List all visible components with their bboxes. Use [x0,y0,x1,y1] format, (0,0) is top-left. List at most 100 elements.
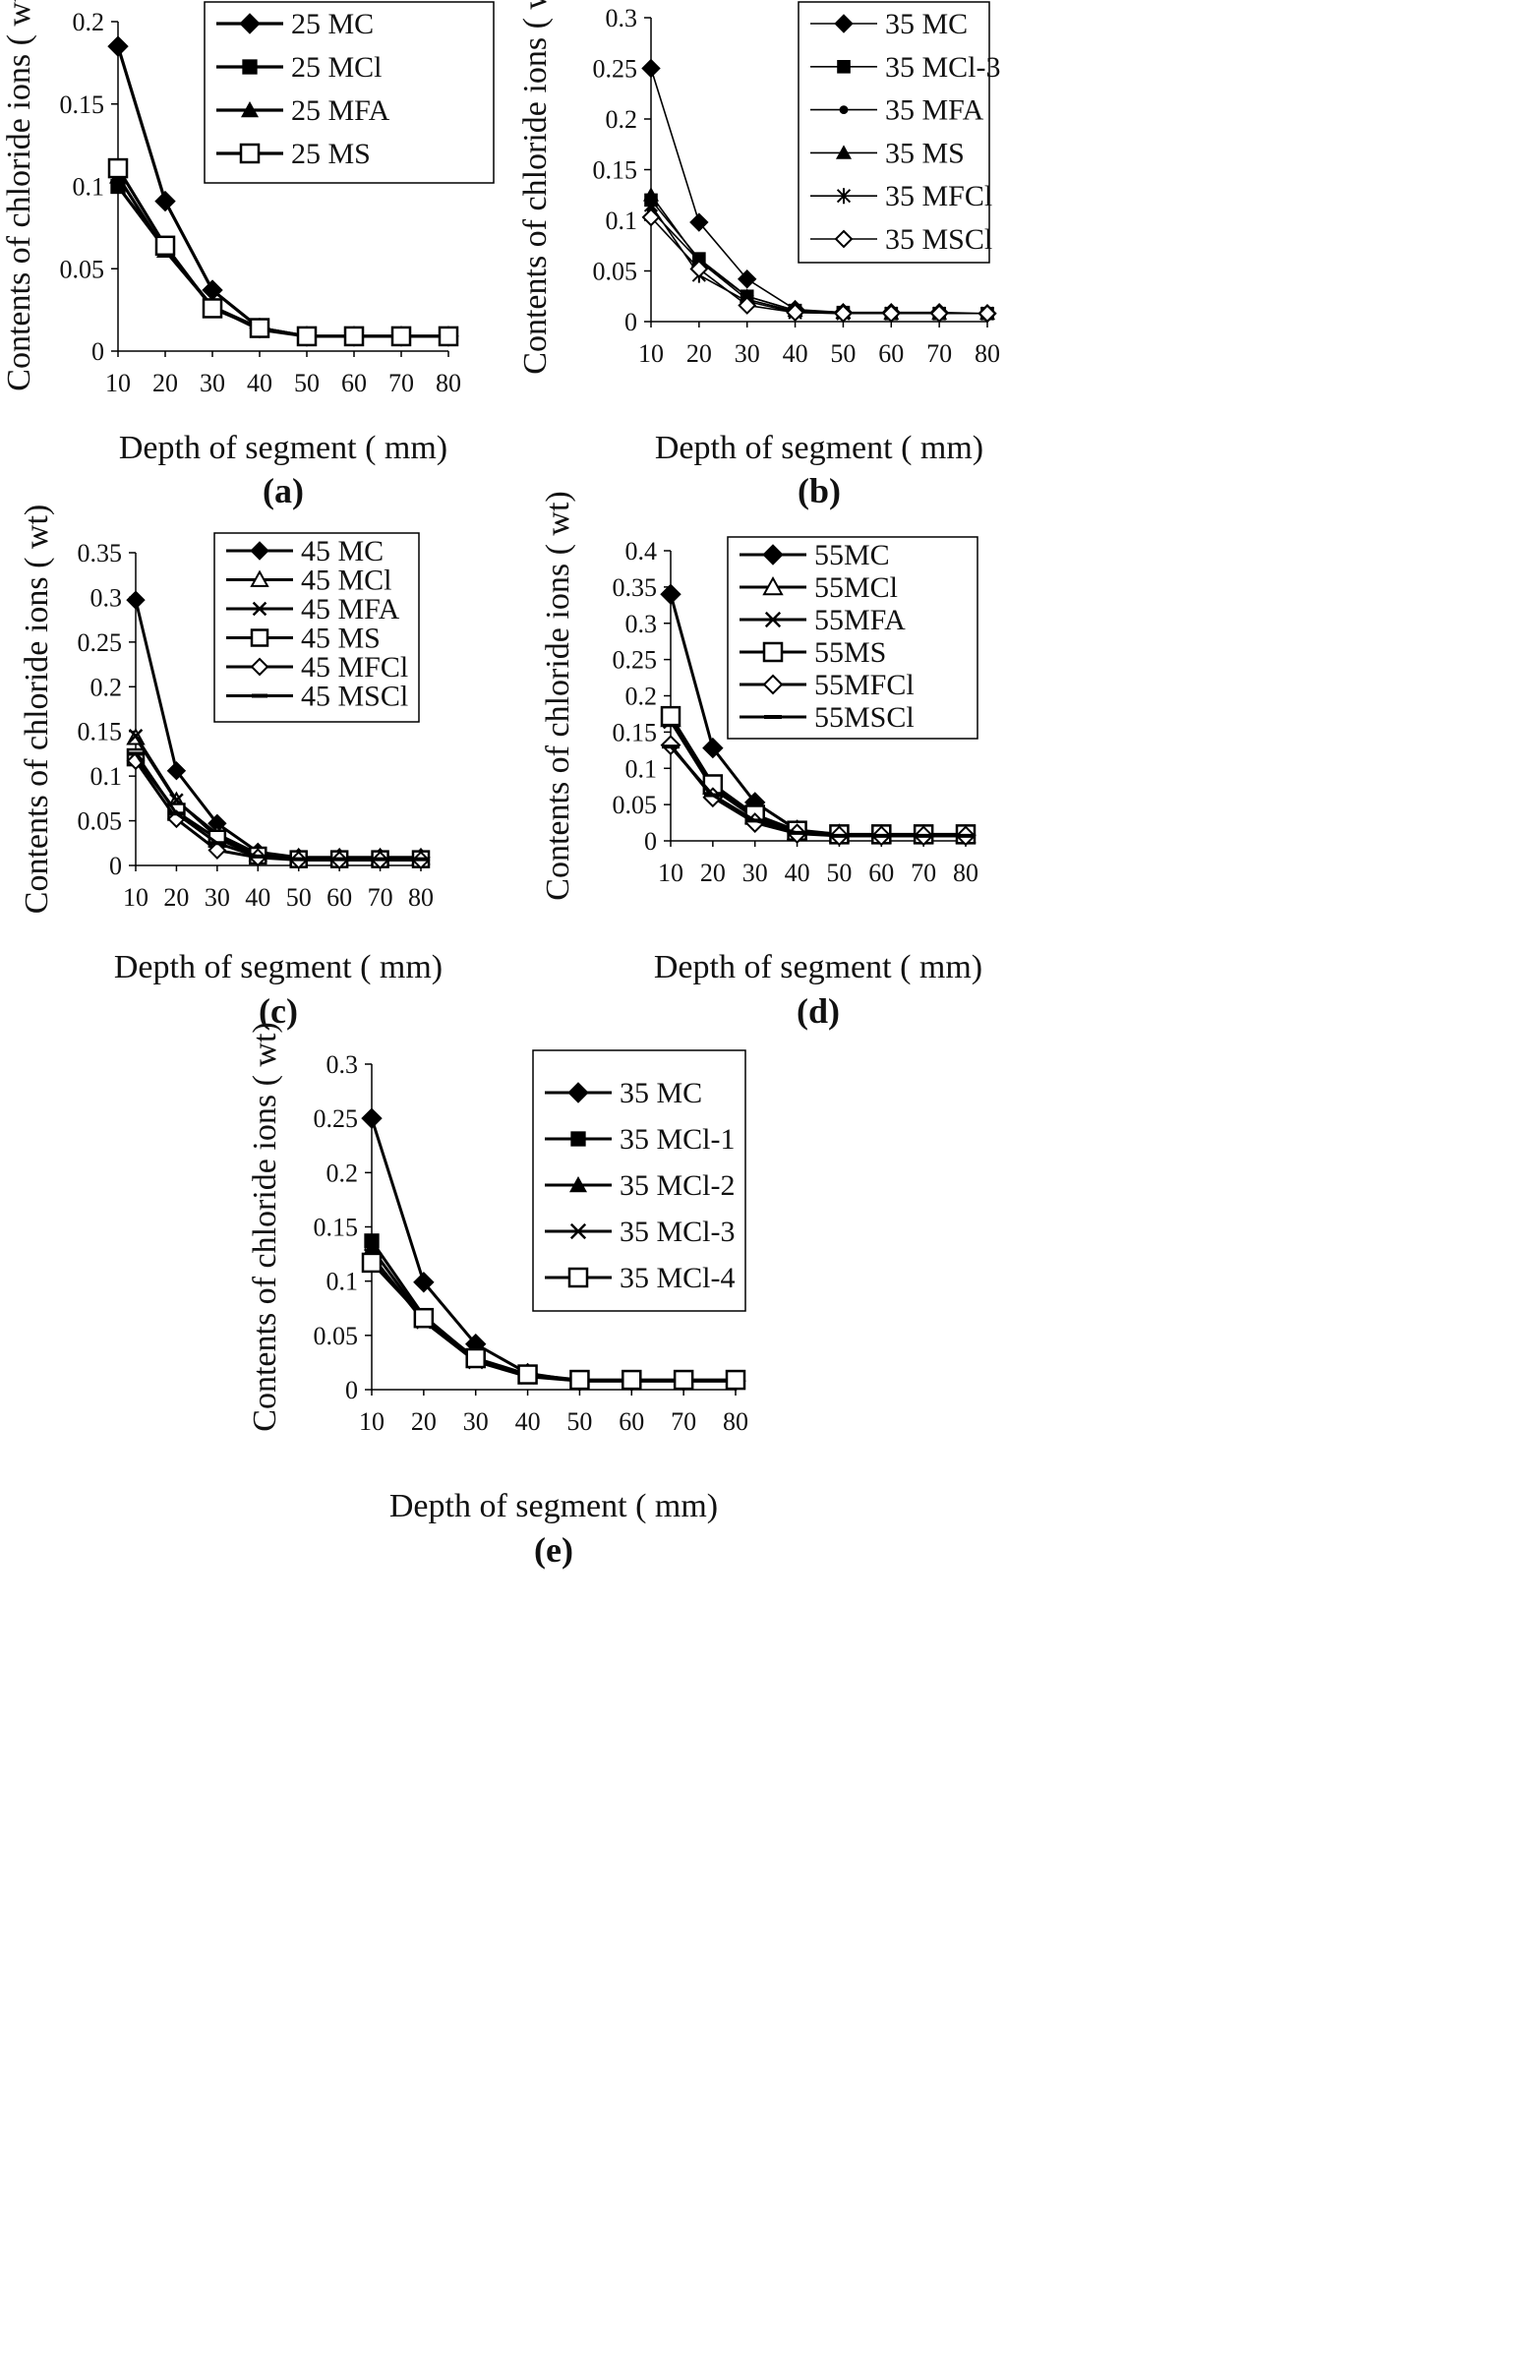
y-tick-label: 0.05 [60,255,105,283]
y-tick-label: 0 [345,1376,358,1404]
y-tick-label: 0.05 [593,258,638,286]
legend-label: 35 MS [885,137,965,169]
data-point [207,841,227,860]
data-point [166,760,187,781]
data-point [702,737,724,759]
y-tick-label: 0.05 [613,791,658,819]
legend-label: 45 MFCl [301,651,408,684]
chart-panel-4: 0 0.05 0.1 0.15 0.2 0.25 0.3 10 20 30 40 50 60 70 80 Co… [247,1022,748,1570]
y-tick-label: 0 [644,827,657,856]
x-tick-label: 60 [619,1407,644,1436]
x-axis-title: Depth of segment ( mm) [389,1488,718,1524]
data-point [622,1369,642,1391]
data-point [641,208,661,227]
legend: 35 MC 35 MCl-1 35 MCl-2 35 MCl-3 35 MCl-4 [532,1049,746,1312]
y-tick-label: 0.35 [613,573,658,602]
y-tick-label: 0.15 [60,90,105,119]
x-tick-label: 10 [123,883,148,912]
x-tick-label: 30 [742,859,768,887]
x-tick-label: 10 [359,1407,385,1436]
legend-box [798,1,990,264]
data-point [689,212,709,232]
legend-label: 55MFCl [814,669,915,701]
legend-label: 35 MCl-2 [620,1169,736,1202]
legend-marker [242,59,258,75]
data-point [107,35,129,57]
legend-label: 45 MSCl [301,681,408,713]
chart-panel-2: 0 0.05 0.1 0.15 0.2 0.25 0.3 0.35 10 20 30 40 50 60 70… [19,505,443,1031]
legend-marker [762,575,784,596]
data-point [881,304,901,324]
data-point [834,304,853,324]
legend-label: 45 MC [301,535,384,567]
panel-label: (e) [534,1530,573,1570]
y-axis-title: Contents of chloride ions ( wt) [19,505,55,914]
y-tick-label: 0.3 [625,610,658,638]
legend-label: 35 MC [620,1077,702,1109]
legend-label: 55MSCl [814,701,915,734]
data-point [660,705,681,727]
legend-marker [570,1131,586,1147]
legend-marker [239,13,261,34]
legend-marker [569,1176,587,1193]
series-45-mscl [128,751,429,862]
x-tick-label: 70 [368,883,393,912]
data-point [465,1347,486,1369]
legend-label: 25 MFA [291,94,390,127]
legend-marker [250,541,269,561]
legend-label: 35 MSCl [885,223,992,256]
legend-label: 35 MFCl [885,180,992,212]
x-tick-label: 80 [953,859,978,887]
panel-label: (a) [263,471,304,510]
legend-marker [764,611,782,628]
legend-box [727,536,978,740]
x-tick-label: 60 [878,339,904,368]
legend-marker [569,1222,587,1240]
legend-marker [241,101,259,118]
legend-marker [250,657,269,677]
panel-label: (d) [797,991,840,1031]
x-tick-label: 70 [911,859,936,887]
x-tick-label: 30 [463,1407,489,1436]
x-tick-label: 30 [735,339,760,368]
y-tick-label: 0.4 [625,537,658,565]
legend-label: 55MC [814,539,890,571]
x-tick-label: 20 [152,369,178,397]
data-point [689,260,709,278]
legend-label: 35 MCl-3 [620,1216,736,1248]
data-point [929,304,949,324]
data-point [202,298,223,319]
y-tick-label: 0.2 [73,8,105,36]
data-point [517,1364,538,1385]
data-point [128,728,144,744]
y-axis-title: Contents of chloride ions ( wt) [540,491,576,900]
data-point [249,318,270,338]
legend-marker [834,229,854,249]
y-axis-title: Contents of chloride ions ( wt) [247,1022,283,1431]
x-tick-label: 40 [785,859,810,887]
y-tick-label: 0.2 [326,1159,359,1187]
chart-panel-1: 0 0.05 0.1 0.15 0.2 0.25 0.3 10 20 30 40 50 60 70 80 Co… [517,0,1001,510]
panel-label: (b) [798,471,841,510]
legend-label: 55MCl [814,571,898,604]
data-point [413,1307,435,1329]
data-point [126,590,146,610]
y-tick-label: 0.2 [606,105,638,134]
x-axis-title: Depth of segment ( mm) [114,949,443,985]
x-tick-label: 70 [671,1407,696,1436]
x-tick-label: 60 [326,883,352,912]
data-point [660,583,681,605]
y-tick-label: 0.25 [593,55,638,84]
legend-marker [252,601,267,617]
data-point [643,187,659,202]
x-tick-label: 20 [700,859,726,887]
data-point [738,269,757,289]
series-45-mfa [128,728,429,866]
panel-label: (c) [259,991,298,1031]
x-tick-label: 80 [975,339,1000,368]
x-tick-label: 40 [247,369,272,397]
data-point [786,303,804,323]
y-tick-label: 0.3 [606,4,638,32]
legend-marker [839,105,849,114]
